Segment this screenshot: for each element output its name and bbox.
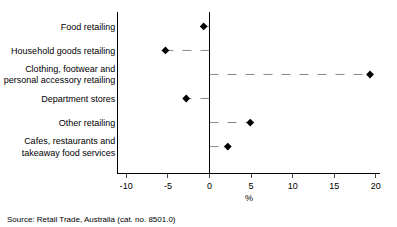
svg-text:20: 20 bbox=[371, 181, 381, 191]
svg-text:10: 10 bbox=[288, 181, 298, 191]
svg-text:15: 15 bbox=[329, 181, 339, 191]
svg-text:5: 5 bbox=[249, 181, 254, 191]
svg-text:Source: Retail Trade, Australi: Source: Retail Trade, Australia (cat. no… bbox=[7, 215, 176, 224]
svg-text:Household goods retailing: Household goods retailing bbox=[11, 46, 115, 56]
svg-text:Cafes, restaurants andtakeaway: Cafes, restaurants andtakeaway food serv… bbox=[22, 136, 116, 158]
svg-text:Food retailing: Food retailing bbox=[61, 22, 116, 32]
svg-text:-10: -10 bbox=[120, 181, 133, 191]
svg-text:Department stores: Department stores bbox=[41, 94, 116, 104]
svg-text:Clothing, footwear andpersonal: Clothing, footwear andpersonal accessory… bbox=[4, 64, 116, 86]
svg-text:%: % bbox=[245, 193, 253, 203]
svg-text:0: 0 bbox=[207, 181, 212, 191]
svg-text:-5: -5 bbox=[164, 181, 172, 191]
svg-text:Other retailing: Other retailing bbox=[59, 118, 116, 128]
